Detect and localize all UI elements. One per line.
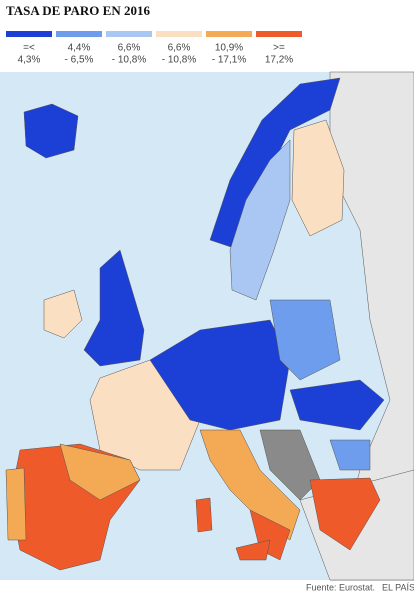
legend-label: 6,6% xyxy=(118,43,141,54)
sicily xyxy=(235,539,271,561)
legend: =<4,3%4,4%- 6,5%6,6%- 10,8%6,6%- 10,8%10… xyxy=(6,31,302,66)
legend-label: 17,2% xyxy=(265,55,293,66)
balkans xyxy=(259,429,321,501)
legend-label: =< xyxy=(23,43,35,54)
poland xyxy=(269,299,341,381)
legend-swatch xyxy=(256,31,302,37)
iceland xyxy=(23,103,79,159)
title: TASA DE PARO EN 2016 xyxy=(6,3,150,18)
finland xyxy=(291,119,345,237)
legend-swatch xyxy=(106,31,152,37)
greece xyxy=(309,477,381,551)
romania xyxy=(289,379,385,431)
legend-label: - 6,5% xyxy=(65,55,94,66)
ireland xyxy=(43,289,83,339)
central-europe xyxy=(149,319,291,431)
portugal xyxy=(5,467,27,541)
source: Fuente: Eurostat. xyxy=(306,582,375,592)
map xyxy=(0,71,414,581)
legend-label: 4,4% xyxy=(68,43,91,54)
sweden xyxy=(229,139,291,301)
spain-north xyxy=(59,443,141,501)
legend-swatch xyxy=(6,31,52,37)
legend-label: - 10,8% xyxy=(162,55,197,66)
non-eu-land xyxy=(329,71,414,581)
land xyxy=(5,71,414,581)
brand: EL PAÍS xyxy=(382,582,414,592)
great-britain xyxy=(83,249,145,367)
sardinia xyxy=(195,497,213,533)
bulgaria xyxy=(329,439,371,471)
legend-label: 6,6% xyxy=(168,43,191,54)
legend-swatch xyxy=(206,31,252,37)
legend-label: >= xyxy=(273,43,285,54)
italy-north xyxy=(199,429,301,541)
legend-swatch xyxy=(56,31,102,37)
legend-label: 4,3% xyxy=(18,55,41,66)
legend-swatch xyxy=(156,31,202,37)
legend-label: - 10,8% xyxy=(112,55,147,66)
legend-label: 10,9% xyxy=(215,43,243,54)
legend-label: - 17,1% xyxy=(212,55,247,66)
